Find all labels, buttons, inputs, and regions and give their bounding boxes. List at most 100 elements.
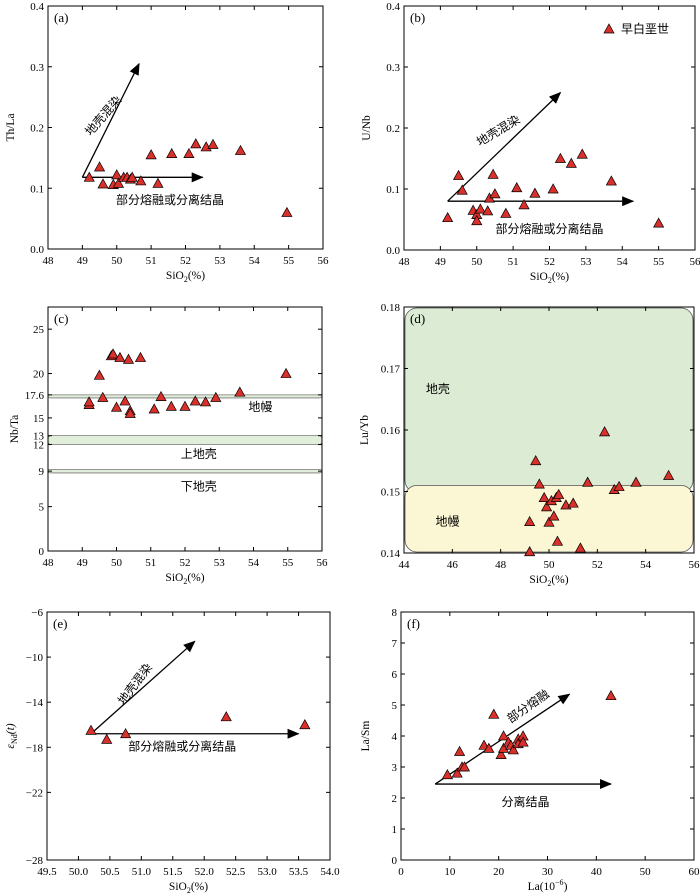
data-point	[97, 178, 109, 189]
data-point	[524, 546, 536, 557]
panel-label: (a)	[54, 10, 68, 25]
x-axis-label: SiO2(%)	[166, 270, 205, 284]
crust-region	[404, 307, 694, 493]
y-tick-label: 5	[392, 700, 398, 712]
data-point	[511, 182, 523, 193]
legend-marker	[603, 23, 615, 34]
x-tick-label: 53	[214, 557, 226, 569]
x-tick-label: 50	[111, 557, 123, 569]
x-tick-label: 49.5	[37, 866, 57, 878]
data-point	[207, 138, 219, 149]
x-tick-label: 53.5	[289, 866, 309, 878]
x-tick-label: 51.0	[132, 866, 152, 878]
data-point	[548, 510, 560, 521]
y-axis-label: Lu/Yb	[359, 415, 371, 445]
x-tick-label: 56	[317, 557, 329, 569]
x-tick-label: 50	[640, 866, 652, 878]
data-point	[452, 169, 465, 180]
y-tick-label: −18	[26, 742, 44, 754]
data-point	[576, 148, 588, 159]
data-point	[574, 542, 587, 553]
data-point	[93, 369, 105, 380]
annotation-label: 地壳混染	[474, 111, 523, 149]
y-tick-label: 9	[39, 466, 45, 478]
data-point	[199, 396, 212, 407]
y-axis-label: Nb/Ta	[9, 415, 21, 444]
data-point	[518, 199, 530, 210]
panel-a: 早白垩世 48 49 50 51 52 53 54 55 56 0.0 0.1 0.2 0.3 0.4 (a…	[5, 1, 669, 284]
x-tick-label: 54.0	[320, 866, 340, 878]
y-axis-label: εNd(t)	[5, 723, 19, 748]
panel-e: 49.5 50.0 50.5 51.0 51.5 52.0 52.5 53.0 53.5 54.0…	[5, 607, 340, 895]
panel-label: (d)	[410, 311, 425, 326]
data-point	[653, 217, 665, 228]
data-point	[540, 501, 553, 512]
x-tick-label: 50.5	[100, 866, 120, 878]
x-tick-label: 54	[640, 559, 652, 571]
plot-frame	[46, 611, 331, 861]
data-point	[554, 152, 567, 163]
panel-label: (b)	[410, 10, 425, 25]
panel-d: 44 46 48 50 52 54 56 0.14 0.15 0.16 0.17 0.18 (d) SiO…	[359, 302, 700, 588]
y-tick-label: 0.18	[381, 302, 401, 314]
data-point	[124, 407, 136, 418]
data-point	[281, 206, 293, 217]
data-point	[533, 478, 545, 489]
panel-b: 48 49 50 51 52 53 54 55 56 0.0 0.1 0.2 0.3 0.4 (b) SiO2…	[361, 1, 700, 285]
x-tick-label: 44	[399, 559, 411, 571]
x-tick-label: 51.5	[163, 866, 183, 878]
annotation-label: 部分熔融或分离结晶	[116, 192, 224, 207]
mantle-label: 地幔	[248, 399, 272, 414]
data-point	[613, 480, 625, 491]
x-tick-label: 40	[591, 866, 603, 878]
x-tick-label: 49	[77, 255, 89, 267]
x-axis-label: SiO2(%)	[530, 271, 569, 285]
data-point	[582, 476, 594, 487]
data-point	[126, 171, 138, 182]
data-point	[114, 351, 126, 362]
y-tick-label: 0.2	[386, 123, 400, 135]
legend: 早白垩世	[603, 21, 669, 36]
y-tick-label: 0	[39, 546, 45, 558]
y-tick-label: 0.3	[386, 62, 400, 74]
data-point	[553, 488, 565, 499]
lower-crust-label: 下地壳	[181, 480, 217, 494]
x-tick-label: 55	[283, 255, 295, 267]
data-point	[454, 745, 466, 756]
plot-frame	[400, 611, 695, 861]
y-tick-label: −6	[31, 607, 43, 619]
x-tick-label: 55	[653, 256, 665, 268]
y-tick-label: 0.4	[30, 1, 44, 13]
y-tick-label: 6	[392, 669, 398, 681]
x-axis-label: SiO2(%)	[169, 881, 208, 895]
data-point	[507, 744, 519, 755]
data-point	[107, 348, 119, 359]
y-tick-label: 0.2	[30, 123, 44, 135]
data-point	[551, 535, 564, 546]
data-point	[83, 171, 95, 182]
x-tick-label: 50	[471, 256, 483, 268]
x-tick-label: 56	[318, 255, 330, 267]
data-point	[543, 516, 555, 527]
data-point	[598, 426, 611, 437]
data-point	[605, 689, 617, 701]
x-tick-label: 51	[508, 256, 519, 268]
y-tick-label: 5	[39, 502, 45, 514]
y-axis-label: U/Nb	[361, 115, 373, 141]
data-point	[120, 728, 132, 739]
x-tick-label: 52.0	[195, 866, 215, 878]
y-axis-label: La/Sm	[360, 721, 372, 752]
data-point	[517, 736, 529, 747]
x-tick-label: 54	[617, 256, 629, 268]
data-point	[441, 769, 453, 780]
x-tick-label: 10	[444, 866, 456, 878]
x-tick-label: 0	[398, 866, 404, 878]
x-tick-label: 52	[544, 256, 555, 268]
data-point	[145, 149, 157, 160]
data-point	[442, 211, 454, 223]
y-tick-label: 2	[392, 793, 398, 805]
x-tick-label: 48	[495, 559, 507, 571]
x-tick-label: 51	[145, 557, 156, 569]
trend-arrow-diagonal	[90, 640, 196, 735]
